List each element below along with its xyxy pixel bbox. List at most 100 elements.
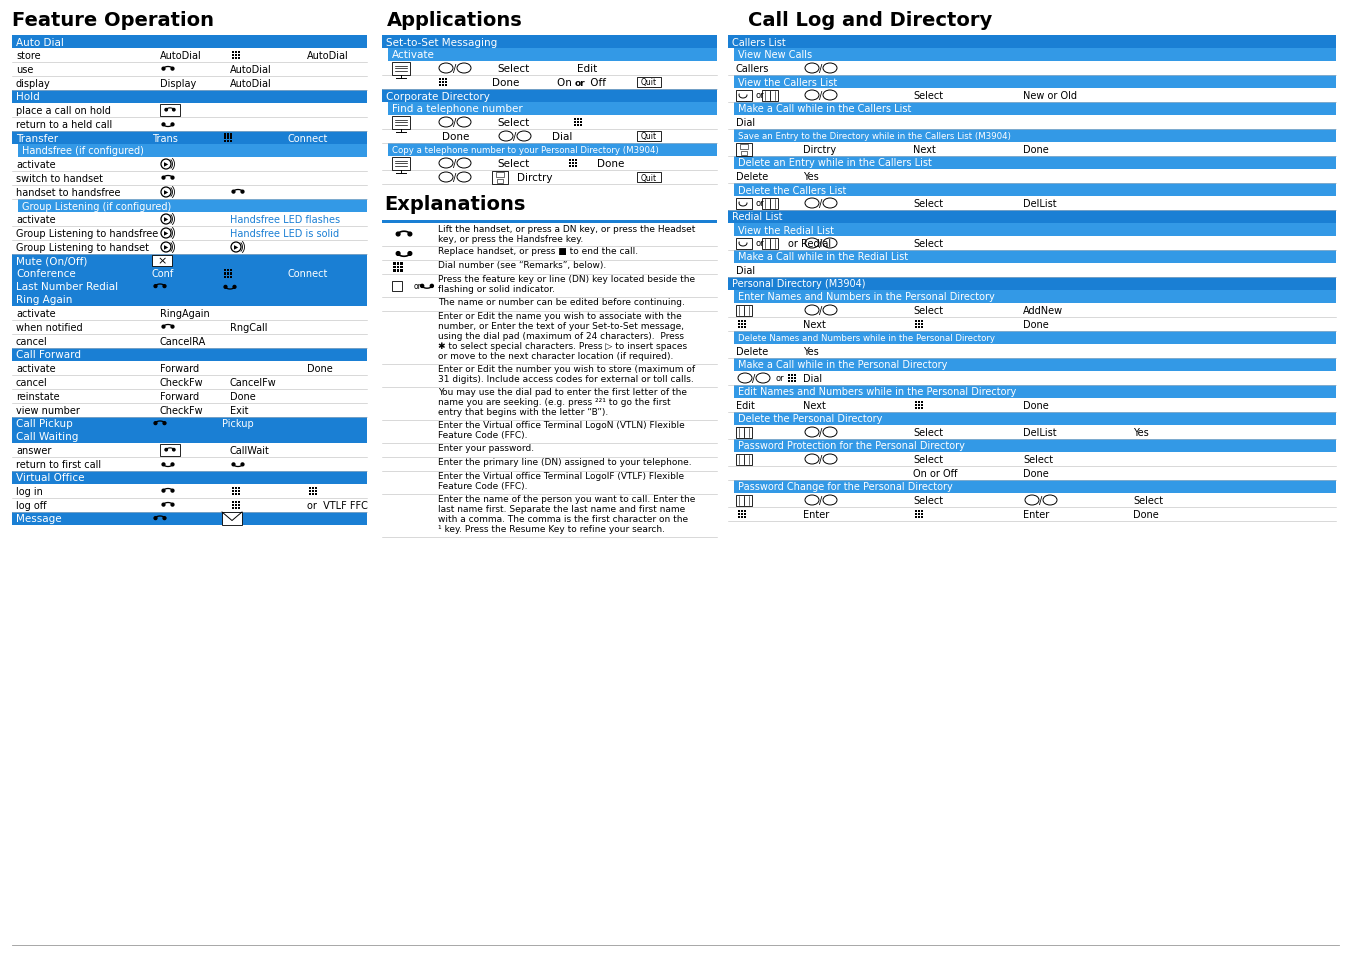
Text: or: or xyxy=(757,239,765,248)
Text: Dial number (see “Remarks”, below).: Dial number (see “Remarks”, below). xyxy=(438,261,607,271)
Text: /: / xyxy=(819,91,823,101)
Bar xyxy=(231,491,234,493)
Bar xyxy=(231,504,234,507)
Circle shape xyxy=(172,463,174,466)
Text: Enter the name of the person you want to call. Enter the: Enter the name of the person you want to… xyxy=(438,495,696,504)
Bar xyxy=(397,270,400,273)
Bar xyxy=(308,487,311,490)
Text: Explanations: Explanations xyxy=(384,195,526,214)
Text: /: / xyxy=(753,374,755,384)
Bar xyxy=(915,323,917,326)
Bar xyxy=(222,513,242,525)
Bar xyxy=(734,332,1336,345)
Bar xyxy=(736,91,753,101)
Text: log in: log in xyxy=(16,486,43,497)
Text: Select: Select xyxy=(497,118,530,128)
Bar xyxy=(734,49,1336,62)
Bar xyxy=(227,140,230,143)
Text: or: or xyxy=(757,91,765,100)
Text: Connect: Connect xyxy=(286,133,327,143)
Text: view number: view number xyxy=(16,406,80,416)
Bar xyxy=(734,130,1336,143)
Bar xyxy=(315,494,317,496)
Bar xyxy=(238,501,240,503)
Text: Done: Done xyxy=(1023,319,1048,330)
Text: AutoDial: AutoDial xyxy=(159,51,201,61)
Text: Redial List: Redial List xyxy=(732,213,782,222)
Bar xyxy=(734,358,1336,372)
Bar xyxy=(738,320,740,322)
Text: using the dial pad (maximum of 24 characters).  Press: using the dial pad (maximum of 24 charac… xyxy=(438,333,684,341)
Bar xyxy=(315,491,317,493)
Text: Yes: Yes xyxy=(802,172,819,182)
Bar xyxy=(734,480,1336,494)
Text: Edit: Edit xyxy=(736,400,755,411)
Text: Select: Select xyxy=(497,159,530,169)
Text: Trans: Trans xyxy=(153,133,178,143)
Text: ▶: ▶ xyxy=(163,162,168,168)
Text: Done: Done xyxy=(230,392,255,401)
Text: activate: activate xyxy=(16,214,55,225)
Bar xyxy=(917,404,920,407)
Bar xyxy=(740,152,747,156)
Bar xyxy=(740,510,743,513)
Text: Yes: Yes xyxy=(1133,428,1148,437)
Text: Done: Done xyxy=(1023,145,1048,154)
Bar xyxy=(574,125,576,128)
Bar xyxy=(577,125,580,128)
Bar xyxy=(915,408,917,410)
Text: Off: Off xyxy=(586,78,607,88)
Bar xyxy=(12,513,367,525)
Circle shape xyxy=(224,286,227,289)
Bar xyxy=(921,510,923,513)
Bar xyxy=(231,494,234,496)
Text: entry that begins with the letter “B”).: entry that begins with the letter “B”). xyxy=(438,408,608,417)
Text: AutoDial: AutoDial xyxy=(307,51,349,61)
Bar xyxy=(12,268,367,281)
Bar xyxy=(740,514,743,516)
Bar xyxy=(388,103,717,116)
Text: New or Old: New or Old xyxy=(1023,91,1077,101)
Bar xyxy=(571,163,574,165)
Circle shape xyxy=(162,124,165,127)
Text: Forward: Forward xyxy=(159,392,199,401)
Text: Transfer: Transfer xyxy=(16,133,58,143)
Bar xyxy=(224,270,226,273)
Bar xyxy=(736,198,753,210)
Text: activate: activate xyxy=(16,309,55,318)
Bar xyxy=(762,238,778,250)
Text: Password Change for the Personal Directory: Password Change for the Personal Directo… xyxy=(738,482,952,492)
Bar xyxy=(736,305,753,316)
Text: CancelFw: CancelFw xyxy=(230,377,277,388)
Text: Select: Select xyxy=(913,199,943,209)
Text: Callers: Callers xyxy=(736,64,769,74)
Bar xyxy=(444,85,447,88)
Bar xyxy=(393,270,396,273)
Text: place a call on hold: place a call on hold xyxy=(16,106,111,116)
Bar xyxy=(571,159,574,162)
Bar xyxy=(915,327,917,329)
Text: last name first. Separate the last name and first name: last name first. Separate the last name … xyxy=(438,505,685,514)
Text: display: display xyxy=(16,79,51,89)
Text: Enter or Edit the number you wish to store (maximum of: Enter or Edit the number you wish to sto… xyxy=(438,365,696,375)
Text: Handsfree (if configured): Handsfree (if configured) xyxy=(22,147,143,156)
Text: Lift the handset, or press a DN key, or press the Headset: Lift the handset, or press a DN key, or … xyxy=(438,224,696,233)
Ellipse shape xyxy=(439,159,453,169)
Bar xyxy=(388,49,717,62)
Circle shape xyxy=(163,422,166,425)
Circle shape xyxy=(162,326,165,329)
Text: /: / xyxy=(1039,496,1043,505)
Bar xyxy=(734,439,1336,453)
Ellipse shape xyxy=(805,239,819,249)
Bar xyxy=(790,375,793,376)
Bar xyxy=(392,116,409,130)
Text: name you are seeking. (e.g. press ²²¹ to go the first: name you are seeking. (e.g. press ²²¹ to… xyxy=(438,398,670,407)
Bar xyxy=(227,270,230,273)
Bar xyxy=(740,320,743,322)
Text: or: or xyxy=(757,199,765,209)
Text: CheckFw: CheckFw xyxy=(159,406,204,416)
Bar xyxy=(444,82,447,84)
Bar xyxy=(915,517,917,518)
Bar xyxy=(12,36,367,49)
Text: with a comma. The comma is the first character on the: with a comma. The comma is the first cha… xyxy=(438,515,688,524)
